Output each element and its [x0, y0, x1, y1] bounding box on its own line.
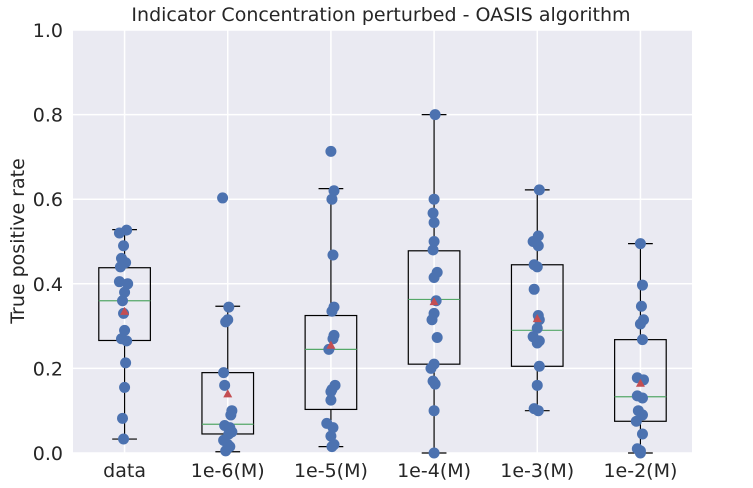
data-point [326, 193, 338, 205]
data-point [225, 409, 237, 421]
data-point [327, 249, 339, 261]
y-tick-label: 1.0 [33, 20, 63, 42]
x-tick-labels: data 1e-6(M) 1e-5(M) 1e-4(M) 1e-3(M) 1e-2(M) [103, 460, 677, 482]
x-tick-label: 1e-2(M) [603, 460, 677, 482]
data-point [426, 314, 438, 326]
data-point [217, 192, 229, 204]
mean-marker [429, 297, 439, 306]
data-point [223, 301, 235, 313]
data-point [113, 276, 125, 288]
points-layer [113, 109, 650, 459]
data-point [428, 447, 440, 459]
chart-title: Indicator Concentration perturbed - OASI… [131, 4, 630, 26]
data-point [122, 278, 134, 290]
data-point [634, 238, 646, 250]
data-point [218, 367, 230, 379]
data-point [118, 240, 130, 252]
data-point [533, 360, 545, 372]
data-point [113, 227, 125, 239]
data-point [325, 386, 337, 398]
data-point [427, 244, 439, 256]
data-point [425, 362, 437, 374]
data-point [428, 193, 440, 205]
y-tick-label: 0.2 [33, 358, 63, 380]
x-tick-label: 1e-6(M) [191, 460, 265, 482]
data-point [635, 300, 647, 312]
data-point [326, 441, 338, 453]
data-point [528, 283, 540, 295]
data-point [220, 445, 232, 457]
mean-marker [326, 340, 336, 349]
data-point [532, 240, 544, 252]
data-point [429, 109, 441, 121]
data-point [327, 422, 339, 434]
data-point [325, 145, 337, 157]
data-point [326, 305, 338, 317]
data-point [636, 334, 648, 346]
mean-marker [635, 378, 645, 387]
data-point [325, 394, 337, 406]
data-point [121, 335, 133, 347]
data-point [532, 405, 544, 417]
data-point [120, 357, 132, 369]
data-point [119, 381, 131, 393]
data-point [327, 333, 339, 345]
data-point [634, 318, 646, 330]
data-point [328, 185, 340, 197]
y-tick-label: 0.8 [33, 105, 63, 127]
data-point [119, 324, 131, 336]
data-point [428, 216, 440, 228]
data-point [630, 415, 642, 427]
mean-marker [532, 313, 542, 323]
data-point [325, 430, 337, 442]
plot-area [73, 30, 692, 453]
means-layer [120, 297, 645, 398]
data-point [636, 392, 648, 404]
data-point [429, 378, 441, 390]
mean-marker [223, 389, 233, 398]
x-tick-label: 1e-3(M) [500, 460, 574, 482]
data-point [533, 184, 545, 196]
data-point [220, 316, 232, 328]
data-point [531, 379, 543, 391]
y-tick-label: 0.0 [33, 443, 63, 465]
data-point [117, 295, 129, 307]
data-point [636, 428, 648, 440]
y-axis-label: True positive rate [7, 158, 29, 325]
data-point [531, 337, 543, 349]
data-point [119, 286, 131, 298]
y-tick-label: 0.6 [33, 189, 63, 211]
data-point [431, 332, 443, 344]
y-tick-labels: 0.0 0.2 0.4 0.6 0.8 1.0 [33, 20, 63, 465]
data-point [531, 261, 543, 273]
mean-marker [120, 306, 130, 315]
data-point [636, 279, 648, 291]
x-tick-label: 1e-5(M) [294, 460, 368, 482]
data-point [427, 207, 439, 219]
data-point [428, 271, 440, 283]
y-tick-label: 0.4 [33, 274, 63, 296]
data-point [531, 322, 543, 334]
data-point [428, 236, 440, 247]
data-point [117, 412, 129, 424]
data-point [219, 379, 231, 391]
x-tick-label: 1e-4(M) [397, 460, 471, 482]
data-point [118, 433, 130, 445]
data-point [428, 405, 440, 417]
x-tick-label: data [103, 460, 146, 482]
data-point [634, 447, 646, 459]
data-point [114, 261, 126, 273]
